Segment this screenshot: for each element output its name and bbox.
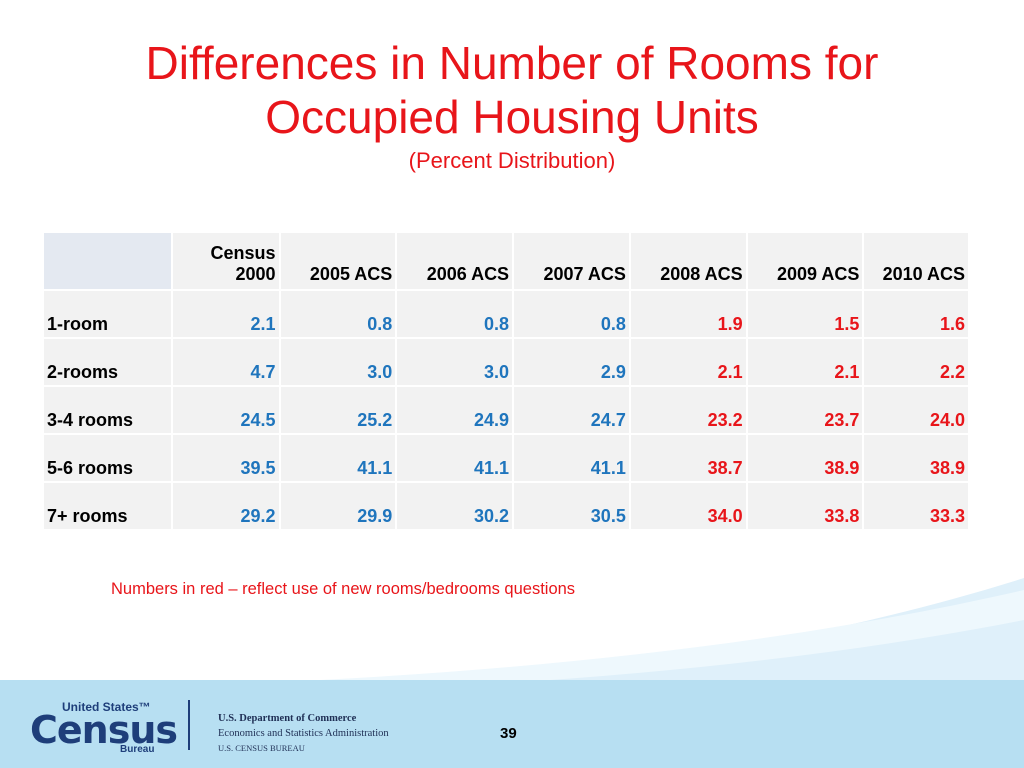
row-label: 3-4 rooms xyxy=(44,386,173,435)
table-cell: 0.8 xyxy=(396,290,515,339)
row-label: 1-room xyxy=(44,290,173,339)
table-cell: 34.0 xyxy=(629,482,748,531)
table-cell: 41.1 xyxy=(279,434,398,483)
header-cell: 2010 ACS xyxy=(863,233,970,291)
table-header-row: Census 2000 2005 ACS 2006 ACS 2007 ACS 2… xyxy=(44,233,970,291)
table-cell: 41.1 xyxy=(396,434,515,483)
page-number: 39 xyxy=(500,725,517,742)
rooms-table: Census 2000 2005 ACS 2006 ACS 2007 ACS 2… xyxy=(44,233,970,531)
table-cell: 39.5 xyxy=(171,434,281,483)
header-cell: 2007 ACS xyxy=(513,233,631,291)
table-row: 5-6 rooms 39.5 41.1 41.1 41.1 38.7 38.9 38.9 xyxy=(44,434,970,483)
footer-divider xyxy=(188,700,190,750)
row-label: 5-6 rooms xyxy=(44,434,173,483)
table-cell: 2.1 xyxy=(171,290,281,339)
logo-text-united-states: United States™ xyxy=(62,700,151,714)
table-cell: 24.9 xyxy=(396,386,515,435)
table-cell: 41.1 xyxy=(513,434,631,483)
table-cell: 38.9 xyxy=(863,434,970,483)
table-cell: 1.9 xyxy=(629,290,748,339)
row-label: 2-rooms xyxy=(44,338,173,387)
table-cell: 33.8 xyxy=(746,482,865,531)
row-label: 7+ rooms xyxy=(44,482,173,531)
slide-title: Differences in Number of Rooms for Occup… xyxy=(0,36,1024,176)
department-block: U.S. Department of Commerce Economics an… xyxy=(218,711,389,756)
table-cell: 24.0 xyxy=(863,386,970,435)
header-cell-bottom: 2000 xyxy=(235,264,276,284)
header-cell: 2005 ACS xyxy=(279,233,398,291)
dept-line-2: Economics and Statistics Administration xyxy=(218,728,389,739)
table-cell: 3.0 xyxy=(279,338,398,387)
table-cell: 4.7 xyxy=(171,338,281,387)
table-cell: 2.1 xyxy=(629,338,748,387)
table-row: 7+ rooms 29.2 29.9 30.2 30.5 34.0 33.8 33.3 xyxy=(44,482,970,531)
table-cell: 29.9 xyxy=(279,482,398,531)
table-cell: 23.7 xyxy=(746,386,865,435)
table-cell: 33.3 xyxy=(863,482,970,531)
table-row: 2-rooms 4.7 3.0 3.0 2.9 2.1 2.1 2.2 xyxy=(44,338,970,387)
table-cell: 1.5 xyxy=(746,290,865,339)
logo-text-bureau: Bureau xyxy=(120,744,155,755)
header-cell-blank xyxy=(44,233,173,291)
table-cell: 25.2 xyxy=(279,386,398,435)
title-line-2: Occupied Housing Units xyxy=(265,91,759,143)
header-cell-top: Census xyxy=(210,243,276,263)
table-cell: 38.9 xyxy=(746,434,865,483)
table-cell: 2.9 xyxy=(513,338,631,387)
footnote-red-numbers: Numbers in red – reflect use of new room… xyxy=(111,580,576,598)
title-line-1: Differences in Number of Rooms for xyxy=(145,37,879,89)
dept-line-1: U.S. Department of Commerce xyxy=(218,713,357,724)
table-cell: 30.2 xyxy=(396,482,515,531)
census-bureau-logo: United States™ Census Bureau xyxy=(30,700,178,756)
table-cell: 0.8 xyxy=(279,290,398,339)
dept-line-3: U.S. CENSUS BUREAU xyxy=(218,743,305,753)
table-cell: 2.1 xyxy=(746,338,865,387)
table-row: 1-room 2.1 0.8 0.8 0.8 1.9 1.5 1.6 xyxy=(44,290,970,339)
header-cell: Census 2000 xyxy=(171,233,281,291)
table-cell: 3.0 xyxy=(396,338,515,387)
header-cell: 2009 ACS xyxy=(746,233,865,291)
footer-band xyxy=(0,680,1024,768)
table-row: 3-4 rooms 24.5 25.2 24.9 24.7 23.2 23.7 24.0 xyxy=(44,386,970,435)
table-cell: 2.2 xyxy=(863,338,970,387)
header-cell: 2006 ACS xyxy=(396,233,515,291)
header-cell: 2008 ACS xyxy=(629,233,748,291)
title-subtitle: (Percent Distribution) xyxy=(408,148,616,173)
table-cell: 38.7 xyxy=(629,434,748,483)
table-cell: 29.2 xyxy=(171,482,281,531)
table-cell: 23.2 xyxy=(629,386,748,435)
table-cell: 24.5 xyxy=(171,386,281,435)
table-cell: 24.7 xyxy=(513,386,631,435)
logo-text-census: Census xyxy=(30,708,178,752)
table-cell: 1.6 xyxy=(863,290,970,339)
table-cell: 30.5 xyxy=(513,482,631,531)
table-cell: 0.8 xyxy=(513,290,631,339)
